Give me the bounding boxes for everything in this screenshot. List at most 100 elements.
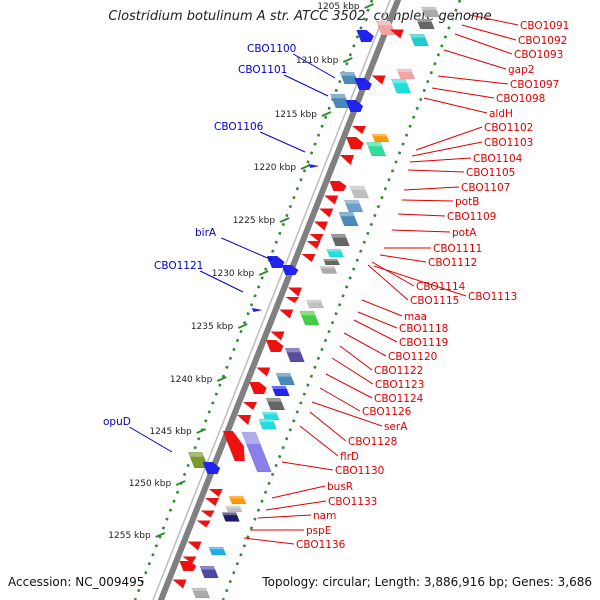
gene-glyph	[299, 310, 320, 326]
right-label-leader	[373, 265, 467, 297]
left-gene-label: CBO1121	[154, 260, 203, 272]
gene-arrow	[281, 265, 299, 275]
left-gene-label: CBO1100	[247, 43, 296, 55]
left-gene-label: birA	[195, 227, 217, 239]
left-label-leader	[221, 237, 273, 261]
right-label-leader	[397, 213, 446, 217]
gene-glyph	[279, 309, 294, 319]
right-gene-label: CBO1098	[496, 93, 545, 105]
right-gene-label: CBO1130	[335, 465, 384, 477]
gene-glyph	[267, 256, 285, 268]
kbp-tick-label: 1235 kbp	[191, 322, 234, 332]
right-gene-label: CBO1114	[416, 281, 466, 293]
gene-block-highlight	[371, 134, 387, 137]
right-label-leader	[454, 33, 513, 55]
right-label-leader	[469, 14, 519, 26]
right-gene-label: busR	[327, 481, 353, 493]
left-label-leader	[292, 53, 336, 79]
genome-backbone	[157, 0, 402, 600]
left-label-leader	[283, 74, 329, 97]
gene-glyph	[172, 579, 187, 589]
kbp-tick-label: 1250 kbp	[129, 479, 172, 489]
right-gene-label: CBO1113	[468, 291, 517, 303]
kbp-tick-label: 1225 kbp	[233, 216, 276, 226]
right-gene-label: nam	[313, 510, 336, 522]
gene-arrow	[202, 462, 221, 474]
right-label-leader	[361, 299, 403, 317]
gene-arrow	[237, 415, 252, 425]
gene-block-highlight	[266, 398, 282, 402]
right-label-leader	[403, 186, 460, 191]
right-gene-label: pspE	[306, 525, 331, 537]
kbp-tick-label: 1245 kbp	[149, 427, 192, 437]
gene-glyph	[187, 541, 202, 551]
dotted-guide-left	[133, 0, 374, 600]
gene-block	[390, 78, 412, 94]
gene-glyph	[199, 565, 219, 579]
kbp-tick-mark	[196, 428, 207, 434]
right-label-leader	[357, 311, 398, 329]
right-label-leader	[367, 264, 409, 301]
gene-block	[305, 299, 324, 309]
gene-glyph	[343, 199, 364, 213]
right-gene-label: CBO1111	[433, 243, 482, 255]
gene-arrow	[356, 30, 374, 42]
gene-arrow	[187, 541, 202, 551]
gene-block-highlight	[271, 386, 287, 389]
left-label-leader	[129, 426, 173, 453]
right-gene-label: CBO1091	[520, 20, 569, 32]
gene-block-highlight	[396, 69, 413, 72]
kbp-tick-label: 1215 kbp	[275, 110, 318, 120]
gene-arrow	[306, 241, 321, 249]
gene-block-highlight	[409, 34, 426, 38]
gene-block-highlight	[188, 452, 205, 457]
gene-glyph	[305, 299, 324, 309]
right-label-leader	[243, 537, 295, 545]
gene-glyph	[349, 185, 369, 199]
gene-glyph	[389, 29, 404, 39]
gene-block	[271, 385, 290, 397]
gene-glyph	[196, 520, 211, 528]
right-gene-label: CBO1136	[296, 539, 346, 551]
gene-glyph	[225, 505, 243, 513]
right-gene-label: CBO1103	[484, 137, 533, 149]
gene-arrow	[339, 155, 354, 165]
right-label-leader	[325, 373, 373, 399]
gene-block-highlight	[199, 566, 216, 570]
right-label-leader	[371, 261, 415, 287]
gene-block-highlight	[228, 496, 244, 499]
gene-glyph	[270, 331, 285, 341]
right-gene-label: CBO1105	[466, 167, 515, 179]
gene-arrow	[308, 164, 320, 168]
gene-arrow	[249, 382, 267, 394]
right-label-leader	[423, 97, 488, 114]
gene-arrow	[279, 309, 294, 319]
right-gene-label: potB	[455, 196, 479, 208]
gene-block-highlight	[285, 348, 301, 353]
gene-block	[319, 266, 338, 274]
gene-arrow	[319, 208, 334, 218]
gene-glyph	[346, 137, 364, 149]
gene-glyph	[200, 510, 215, 518]
gene-arrow	[222, 431, 245, 461]
right-label-leader	[431, 87, 495, 99]
gene-block	[365, 141, 387, 157]
right-label-leader	[339, 345, 373, 371]
gene-block	[299, 310, 320, 326]
gene-arrow	[270, 331, 285, 341]
gene-block-highlight	[222, 512, 238, 516]
kbp-tick-label: 1230 kbp	[212, 269, 255, 279]
gene-glyph	[306, 241, 321, 249]
right-label-leader	[271, 485, 326, 499]
gene-block-highlight	[299, 311, 316, 316]
kbp-tick-mark	[175, 480, 186, 486]
left-label-leader	[259, 131, 306, 153]
gene-block-highlight	[225, 506, 241, 508]
gene-block-highlight	[258, 419, 274, 422]
gene-glyph	[241, 431, 272, 473]
kbp-tick-mark	[155, 532, 166, 538]
gene-block-highlight	[326, 249, 342, 252]
right-gene-label: CBO1093	[514, 49, 563, 61]
right-label-leader	[281, 461, 334, 471]
